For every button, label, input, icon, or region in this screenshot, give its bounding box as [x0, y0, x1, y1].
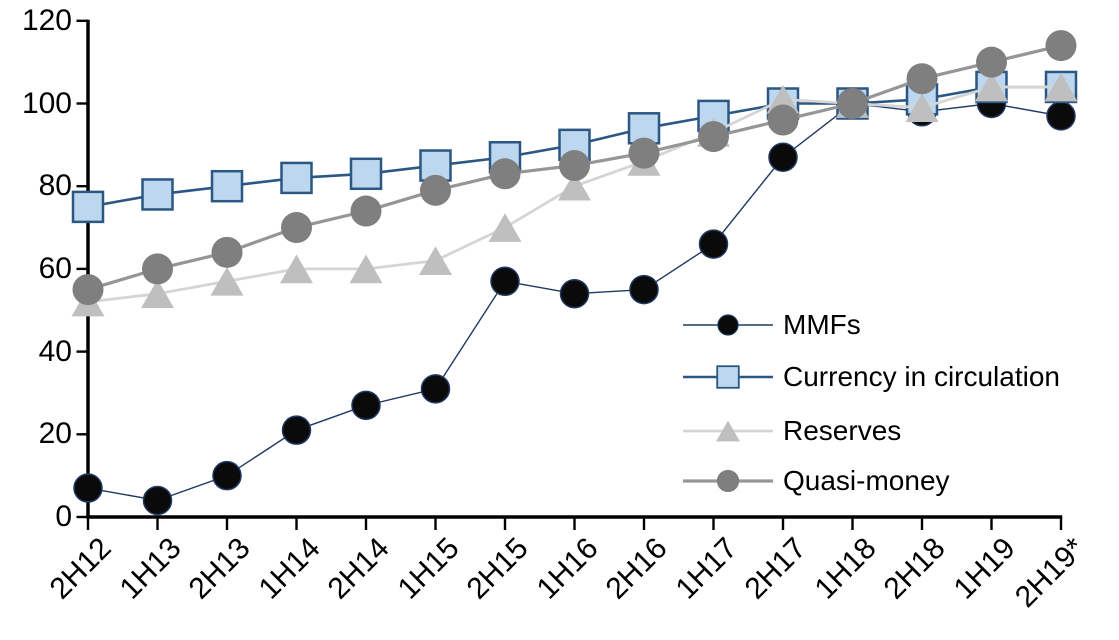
x-axis — [86, 515, 1063, 530]
y-tick-label: 20 — [38, 417, 72, 451]
y-tick-label: 40 — [38, 334, 72, 368]
y-tick-label: 80 — [38, 169, 72, 203]
y-axis — [76, 19, 90, 519]
y-tick-label: 0 — [55, 500, 72, 533]
y-tick-label: 100 — [21, 86, 72, 120]
y-tick-label: 120 — [21, 3, 72, 37]
series-quasi-money — [72, 30, 1077, 306]
y-tick-label: 60 — [38, 251, 72, 285]
series-mmfs — [73, 88, 1076, 516]
